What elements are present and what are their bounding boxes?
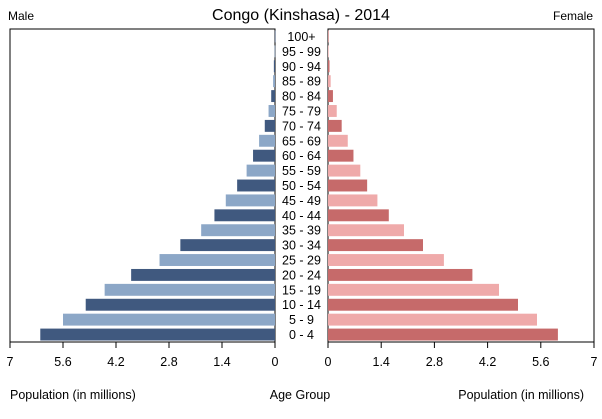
age-group-label: 60 - 64 <box>282 149 321 163</box>
female-bar <box>328 75 331 88</box>
female-bar <box>328 60 330 73</box>
male-bar <box>264 119 275 132</box>
male-bar <box>273 75 275 88</box>
age-group-label: 40 - 44 <box>282 209 321 223</box>
female-bar <box>328 254 444 266</box>
age-group-label: 100+ <box>287 30 315 44</box>
female-bar <box>328 268 473 281</box>
female-bar <box>328 328 558 341</box>
male-bar <box>159 254 275 266</box>
male-bar <box>63 313 275 326</box>
male-bar <box>40 328 276 341</box>
male-tick-label: 0 <box>272 355 279 369</box>
male-bar <box>180 239 275 252</box>
female-panel <box>327 28 595 343</box>
male-tick-label: 5.6 <box>54 355 71 369</box>
female-axis-label: Population (in millions) <box>458 388 584 402</box>
female-tick-label: 5.6 <box>532 355 549 369</box>
male-tick-label: 4.2 <box>107 355 124 369</box>
age-group-label: 75 - 79 <box>282 104 321 118</box>
female-bar <box>328 313 537 326</box>
age-group-label: 0 - 4 <box>289 328 314 342</box>
male-axis-label: Population (in millions) <box>10 388 136 402</box>
chart-title: Congo (Kinshasa) - 2014 <box>212 7 390 24</box>
female-bar <box>328 105 337 117</box>
age-group-label: 25 - 29 <box>282 254 321 268</box>
female-tick-label: 4.2 <box>479 355 496 369</box>
age-group-label: 20 - 24 <box>282 268 321 282</box>
male-bar <box>253 149 275 162</box>
male-bar <box>274 45 276 58</box>
age-group-label: 30 - 34 <box>282 239 321 253</box>
male-bar <box>274 30 276 43</box>
female-bar <box>328 239 423 252</box>
female-bar <box>328 149 354 162</box>
female-tick-label: 0 <box>325 355 332 369</box>
male-axis-ticks: 7 5.6 4.2 2.8 1.4 0 <box>7 342 279 369</box>
age-group-axis-label: Age Group <box>270 388 331 402</box>
female-label: Female <box>553 9 593 23</box>
male-bar <box>225 194 275 207</box>
female-bar <box>328 164 361 177</box>
age-group-label: 50 - 54 <box>282 179 321 193</box>
age-group-label: 70 - 74 <box>282 119 321 133</box>
male-bar <box>246 164 275 177</box>
male-bar <box>85 298 275 311</box>
male-tick-label: 2.8 <box>160 355 177 369</box>
age-group-label: 5 - 9 <box>289 313 314 327</box>
female-bar <box>328 119 342 132</box>
male-bar <box>268 105 275 117</box>
male-bar <box>259 134 275 147</box>
female-bar <box>328 209 389 222</box>
age-group-label: 15 - 19 <box>282 283 321 297</box>
female-bar <box>328 179 368 192</box>
female-tick-label: 7 <box>591 355 598 369</box>
male-tick-label: 7 <box>7 355 14 369</box>
male-bar <box>214 209 275 222</box>
female-tick-label: 2.8 <box>426 355 443 369</box>
age-group-label: 45 - 49 <box>282 194 321 208</box>
age-group-label: 85 - 89 <box>282 75 321 89</box>
female-bar <box>328 194 378 207</box>
female-bar <box>328 224 404 237</box>
male-label: Male <box>8 9 34 23</box>
male-bar <box>131 268 275 281</box>
age-group-label: 80 - 84 <box>282 90 321 104</box>
age-group-label: 10 - 14 <box>282 298 321 312</box>
age-group-label: 55 - 59 <box>282 164 321 178</box>
age-group-label: 65 - 69 <box>282 134 321 148</box>
female-bar <box>328 45 329 58</box>
male-panel <box>9 28 276 343</box>
female-axis-ticks: 0 1.4 2.8 4.2 5.6 7 <box>325 342 598 369</box>
female-bar <box>328 134 348 147</box>
age-group-label: 95 - 99 <box>282 45 321 59</box>
female-bar <box>328 298 518 311</box>
female-bar <box>328 90 333 103</box>
age-group-label: 90 - 94 <box>282 60 321 74</box>
age-group-label: 35 - 39 <box>282 224 321 238</box>
male-tick-label: 1.4 <box>213 355 230 369</box>
male-bar <box>201 224 275 237</box>
male-bar <box>271 90 275 103</box>
male-bar <box>273 60 275 73</box>
male-bar <box>104 283 276 296</box>
female-bar <box>328 30 329 43</box>
male-bar <box>237 179 275 192</box>
female-bar <box>328 283 499 296</box>
female-tick-label: 1.4 <box>373 355 390 369</box>
